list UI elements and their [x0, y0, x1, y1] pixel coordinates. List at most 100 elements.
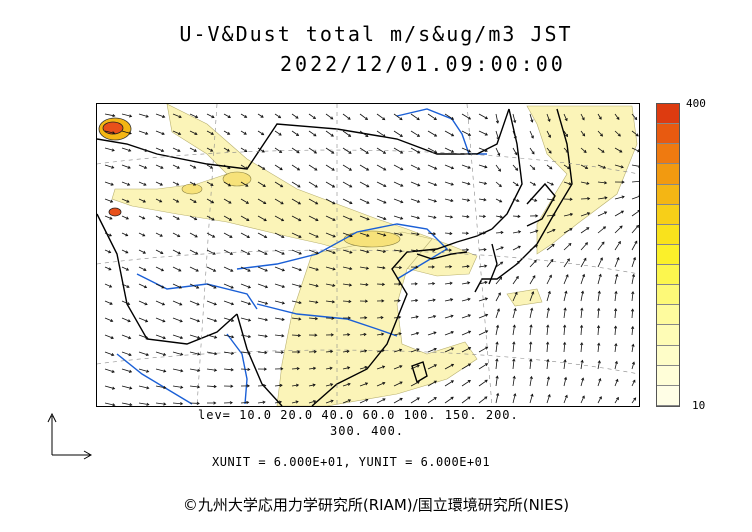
- wind-vector-head: [484, 148, 488, 152]
- wind-vector-head: [281, 251, 285, 255]
- wind-vector: [189, 164, 196, 169]
- wind-vector-head: [197, 352, 201, 356]
- wind-vector: [529, 376, 533, 387]
- wind-vector: [155, 113, 165, 118]
- wind-vector: [614, 343, 617, 353]
- wind-vector-head: [179, 319, 183, 323]
- wind-vector: [189, 334, 200, 339]
- wind-vector: [597, 360, 601, 370]
- wind-vector: [104, 283, 112, 288]
- wind-vector: [563, 342, 566, 353]
- wind-vector-head: [331, 184, 336, 188]
- wind-vector: [104, 402, 115, 406]
- wind-vector-head: [330, 349, 334, 354]
- wind-vector-head: [433, 397, 437, 400]
- wind-vector: [342, 334, 350, 336]
- wind-vector-head: [513, 136, 517, 140]
- wind-vector-head: [633, 397, 637, 401]
- wind-vector: [104, 351, 114, 356]
- wind-vector: [121, 232, 128, 236]
- wind-vector: [495, 231, 503, 234]
- wind-vector: [546, 359, 549, 370]
- wind-vector: [376, 398, 386, 404]
- wind-vector: [597, 113, 602, 120]
- wind-vector-head: [449, 231, 453, 236]
- wind-vector: [155, 181, 163, 186]
- wind-vector-head: [264, 318, 269, 322]
- wind-vector: [206, 232, 215, 238]
- wind-vector: [359, 350, 367, 353]
- wind-vector-head: [145, 352, 150, 357]
- wind-vector: [274, 147, 282, 153]
- wind-vector: [274, 215, 284, 222]
- wind-vector-head: [279, 167, 283, 171]
- wind-vector: [138, 164, 147, 169]
- wind-vector-head: [484, 379, 488, 383]
- wind-vector: [580, 325, 583, 336]
- wind-vector: [580, 212, 590, 217]
- wind-vector-head: [312, 116, 317, 120]
- wind-vector-head: [450, 363, 455, 367]
- wind-vector-head: [565, 134, 568, 138]
- wind-vector: [563, 274, 569, 285]
- wind-vector: [444, 380, 454, 387]
- wind-vector: [206, 164, 213, 169]
- wind-vector-head: [278, 400, 283, 404]
- wind-vector-head: [264, 350, 268, 355]
- wind-vector-head: [245, 201, 250, 204]
- wind-vector: [121, 283, 130, 288]
- wind-vector: [614, 257, 620, 268]
- wind-vector: [597, 257, 603, 268]
- wind-vector-head: [111, 386, 116, 390]
- wind-vector-head: [349, 184, 353, 188]
- wind-vector-head: [125, 233, 129, 237]
- wind-vector: [495, 359, 498, 370]
- wind-vector: [189, 130, 198, 135]
- wind-vector: [274, 317, 285, 321]
- wind-vector: [376, 113, 385, 120]
- wind-vector: [614, 196, 625, 200]
- wind-vector-head: [550, 182, 554, 186]
- wind-vector: [461, 181, 470, 185]
- wind-vector-head: [382, 249, 387, 253]
- wind-vector-head: [281, 317, 285, 321]
- wind-vector: [444, 164, 454, 169]
- wind-vector: [495, 113, 499, 124]
- wind-vector: [427, 130, 437, 137]
- dust-patch-mid2: [222, 171, 252, 187]
- wind-vector: [461, 215, 469, 218]
- wind-vector-head: [532, 275, 536, 279]
- wind-vector-head: [614, 360, 618, 365]
- wind-vector: [393, 266, 402, 269]
- wind-vector-head: [397, 299, 401, 303]
- wind-vector-head: [348, 299, 352, 304]
- wind-vector-head: [513, 120, 517, 124]
- wind-vector: [546, 394, 551, 404]
- wind-vector: [138, 334, 149, 339]
- wind-vector-head: [261, 149, 265, 153]
- wind-vector-head: [178, 132, 182, 136]
- wind-vector-head: [599, 133, 603, 137]
- wind-vector: [512, 147, 518, 155]
- wind-vector-head: [532, 182, 537, 186]
- wind-vector-head: [598, 377, 602, 382]
- wind-vector: [495, 376, 498, 387]
- wind-vector-head: [262, 400, 266, 404]
- wind-vector: [359, 366, 368, 370]
- wind-vector-head: [364, 349, 368, 353]
- wind-vector-head: [196, 285, 200, 289]
- wind-vector: [342, 350, 350, 353]
- wind-vector-head: [128, 353, 132, 357]
- wind-vector: [240, 198, 249, 204]
- wind-vector: [291, 113, 299, 119]
- wind-vector: [172, 198, 179, 203]
- wind-vector: [325, 266, 336, 270]
- wind-vector: [563, 228, 573, 234]
- wind-vector-head: [295, 115, 299, 119]
- wind-vector: [393, 215, 403, 220]
- wind-vector: [325, 400, 334, 404]
- wind-vector: [359, 215, 370, 220]
- wind-vector: [291, 266, 302, 271]
- wind-vector-head: [615, 378, 619, 382]
- wind-vector-head: [450, 182, 454, 186]
